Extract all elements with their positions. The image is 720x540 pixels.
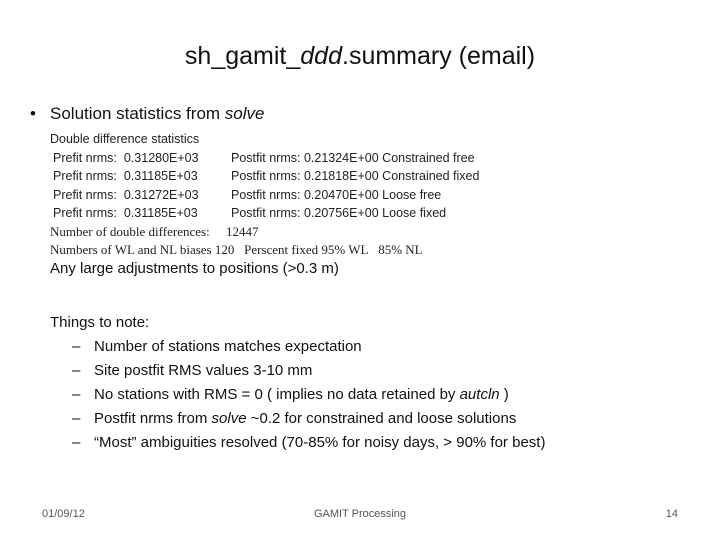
biases-row: Numbers of WL and NL biases 120 Perscent… <box>50 242 423 257</box>
dash-icon: – <box>72 386 81 403</box>
footer-date: 01/09/12 <box>42 508 85 520</box>
statistics-row: Prefit nrms: 0.31272E+03 Postfit nrms: 0.… <box>53 187 442 202</box>
statistics-row: Prefit nrms: 0.31185E+03 Postfit nrms: 0.… <box>53 206 447 220</box>
statistics-row: Prefit nrms: 0.31185E+03 Postfit nrms: 0.… <box>53 169 480 183</box>
note-item: – Site postfit RMS values 3-10 mm <box>50 359 545 383</box>
dash-icon: – <box>72 362 81 379</box>
notes-list: – Number of stations matches expectation –… <box>50 335 545 455</box>
notes-heading: Things to note: <box>50 314 150 331</box>
statistics-heading: Double difference statistics <box>50 132 200 146</box>
double-differences-row: Number of double differences: 12447 <box>50 223 259 239</box>
note-item: – No stations with RMS = 0 ( implies no d… <box>50 383 545 407</box>
adjustments-line: Any large adjustments to positions (>0.3… <box>50 260 339 277</box>
statistics-block: Double difference statistics Prefit nrms… <box>50 130 479 260</box>
solution-bullet: • Solution statistics from solve <box>30 104 265 123</box>
bullet-icon: • <box>30 104 36 123</box>
dash-icon: – <box>72 338 81 355</box>
note-item: – Number of stations matches expectation <box>50 335 545 359</box>
note-item: – “Most” ambiguities resolved (70-85% for… <box>50 431 545 455</box>
footer-page-number: 14 <box>665 508 678 520</box>
dash-icon: – <box>72 410 81 427</box>
footer-title: GAMIT Processing <box>313 508 407 520</box>
note-item: – Postfit nrms from solve ~0.2 for constr… <box>50 407 545 431</box>
statistics-row: Prefit nrms: 0.31280E+03 Postfit nrms: 0.… <box>53 150 475 165</box>
slide-title: sh_gamit_ddd.summary (email) <box>184 42 536 70</box>
notes-section: Things to note: – Number of stations matc… <box>50 311 545 455</box>
dash-icon: – <box>72 434 81 451</box>
